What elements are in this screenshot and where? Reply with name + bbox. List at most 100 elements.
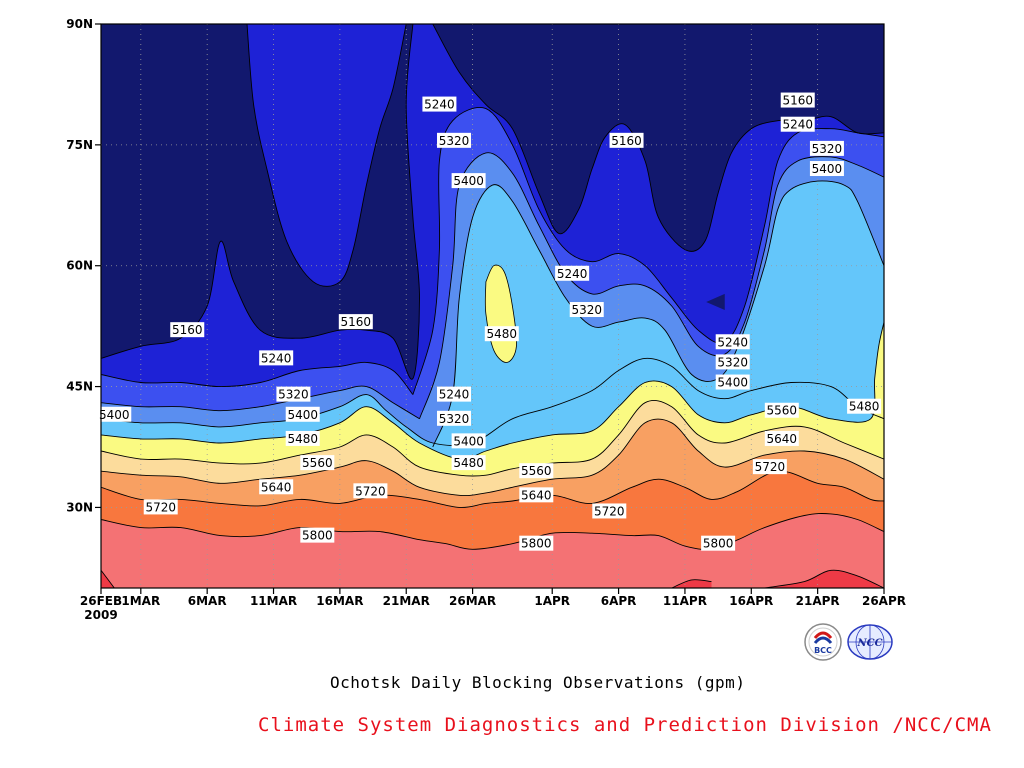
contour-label-bg (569, 302, 604, 318)
contour-label-20: 5560 (519, 463, 554, 479)
contour-label-text: 5240 (782, 118, 813, 132)
contour-label-bg (609, 132, 644, 148)
x-tick-label-12: 26APR (862, 594, 906, 608)
contour-label-bg (353, 483, 388, 499)
contour-label-bg (300, 455, 335, 471)
contour-label-bg (97, 406, 132, 422)
contour-fill-layer (101, 24, 884, 588)
contour-label-bg (715, 374, 750, 390)
contour-label-bg (780, 116, 815, 132)
contour-line-5400-8 (101, 357, 884, 446)
contour-label-bg (451, 173, 486, 189)
contour-label-bg (519, 463, 554, 479)
y-tick-label-1: 45N (66, 380, 93, 394)
contour-label-bg (437, 132, 472, 148)
contour-label-7: 5560 (300, 455, 335, 471)
plot-frame (100, 23, 885, 589)
contour-label-bg (451, 433, 486, 449)
contour-label-text: 5800 (302, 529, 333, 543)
ncc-logo-icon: NCC (845, 622, 895, 666)
contour-label-bg (451, 455, 486, 471)
band-5880-0 (671, 579, 712, 588)
contour-label-text: 5560 (302, 456, 333, 470)
contour-label-3: 5320 (276, 386, 311, 402)
band-5880-1 (764, 570, 884, 588)
contour-label-bg (285, 430, 320, 446)
contour-label-text: 5480 (287, 432, 318, 446)
contour-label-text: 5240 (439, 388, 470, 402)
contour-label-29: 5320 (715, 354, 750, 370)
contour-label-text: 5320 (439, 412, 470, 426)
contour-label-18: 5400 (451, 433, 486, 449)
x-tick-label-5: 21MAR (383, 594, 430, 608)
contour-line-5880-2 (101, 570, 115, 588)
contour-label-24: 5240 (555, 265, 590, 281)
contour-label-text: 5720 (594, 504, 625, 518)
x-tick-label-2: 6MAR (188, 594, 227, 608)
x-tick-label-0: 26FEB (80, 594, 122, 608)
contour-label-text: 5320 (571, 303, 602, 317)
contour-label-bg (170, 322, 205, 338)
contour-label-bg (701, 535, 736, 551)
contour-label-13: 5320 (437, 132, 472, 148)
contour-label-text: 5400 (287, 408, 318, 422)
x-tick-label-8: 6APR (601, 594, 637, 608)
contour-label-35: 5240 (780, 116, 815, 132)
contour-label-34: 5160 (780, 92, 815, 108)
contour-line-5480-7 (101, 322, 884, 460)
contour-label-text: 5400 (717, 376, 748, 390)
contour-label-text: 5480 (487, 327, 518, 341)
contour-line-5160-16 (246, 24, 407, 287)
contour-label-text: 5240 (557, 267, 588, 281)
contour-label-27: 5800 (701, 535, 736, 551)
credit-text: Climate System Diagnostics and Predictio… (258, 714, 992, 736)
bcc-logo-icon: BCC (803, 622, 843, 666)
contour-label-bg (300, 527, 335, 543)
contour-label-bg (422, 96, 457, 112)
y-tick-label-0: 30N (66, 500, 93, 514)
contour-label-text: 5240 (424, 98, 455, 112)
contour-label-bg (809, 140, 844, 156)
contour-label-bg (484, 326, 519, 342)
contour-label-text: 5320 (717, 355, 748, 369)
y-tick-label-3: 75N (66, 138, 93, 152)
contour-label-bg (519, 535, 554, 551)
contour-line-5240-13 (412, 107, 884, 395)
contour-label-bg (437, 386, 472, 402)
contour-label-text: 5720 (355, 484, 386, 498)
contour-label-8: 5640 (259, 479, 294, 495)
contour-label-bg (764, 430, 799, 446)
contour-label-text: 5400 (99, 408, 130, 422)
contour-label-text: 5320 (278, 388, 309, 402)
contour-label-bg (780, 92, 815, 108)
contour-label-36: 5320 (809, 140, 844, 156)
contour-label-text: 5720 (145, 500, 176, 514)
contour-label-text: 5480 (849, 400, 880, 414)
contour-label-25: 5320 (569, 302, 604, 318)
contour-label-text: 5720 (755, 460, 786, 474)
contour-label-text: 5320 (812, 142, 843, 156)
contour-label-6: 5480 (285, 430, 320, 446)
contour-label-5: 5400 (285, 406, 320, 422)
contour-label-28: 5240 (715, 334, 750, 350)
contour-label-text: 5560 (767, 404, 798, 418)
contour-label-0: 5160 (170, 322, 205, 338)
contour-label-bg (285, 406, 320, 422)
contour-line-5400-9 (432, 180, 884, 448)
contour-label-14: 5400 (451, 173, 486, 189)
y-tick-label-2: 60N (66, 259, 93, 273)
contour-label-text: 5640 (767, 432, 798, 446)
contour-label-bg (143, 499, 178, 515)
x-tick-label-6: 26MAR (449, 594, 496, 608)
contour-label-38: 5480 (847, 398, 882, 414)
contour-label-22: 5720 (592, 503, 627, 519)
contour-label-26: 5160 (609, 132, 644, 148)
chart-title: Ochotsk Daily Blocking Observations (gpm… (330, 673, 746, 692)
contour-line-5640-5 (101, 418, 884, 496)
contour-label-text: 5240 (717, 335, 748, 349)
contour-label-bg (847, 398, 882, 414)
contour-label-4: 5400 (97, 406, 132, 422)
contour-label-10: 5720 (353, 483, 388, 499)
y-tick-label-4: 90N (66, 17, 93, 31)
contour-label-1: 5240 (259, 350, 294, 366)
